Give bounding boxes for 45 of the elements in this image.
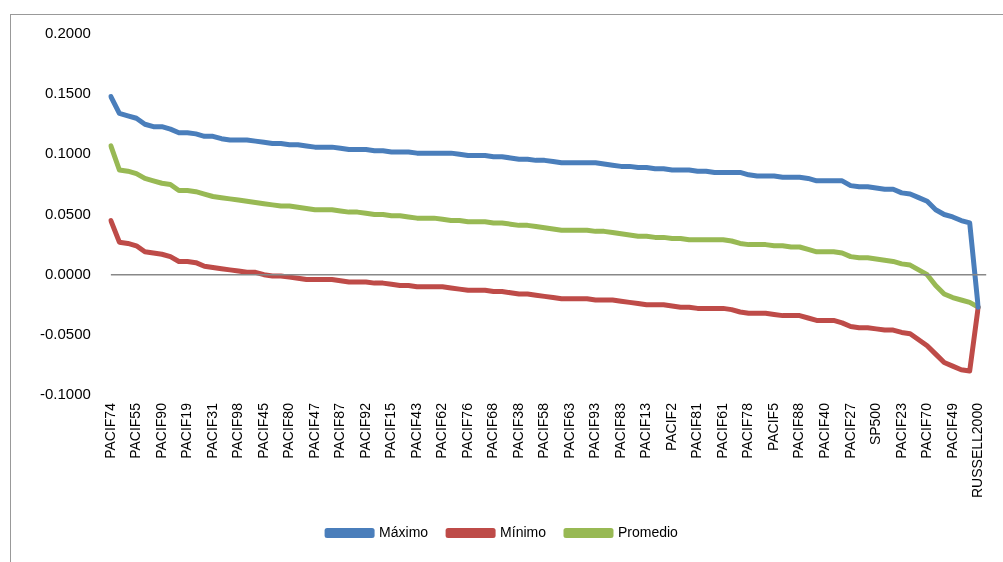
x-tick-label: PACIF63 <box>560 402 577 459</box>
x-tick-label: RUSSELL2000 <box>969 402 986 498</box>
x-tick-label: PACIF88 <box>790 402 807 459</box>
x-tick-label: PACIF93 <box>586 402 603 459</box>
x-tick-label: PACIF74 <box>101 402 118 459</box>
x-tick-label: PACIF78 <box>739 402 756 459</box>
x-tick-label: PACIF23 <box>892 402 909 459</box>
x-tick-label: PACIF45 <box>254 402 271 459</box>
x-tick-label: PACIF43 <box>407 402 424 459</box>
legend-label: Promedio <box>617 523 679 540</box>
x-tick-label: PACIF87 <box>331 402 348 459</box>
x-tick-label: PACIF5 <box>764 402 781 452</box>
x-tick-label: PACIF92 <box>356 402 373 459</box>
legend-label: Máximo <box>379 523 429 540</box>
x-tick-label: PACIF80 <box>280 402 297 459</box>
x-tick-label: PACIF40 <box>816 402 832 459</box>
x-tick-label: PACIF68 <box>484 402 501 459</box>
x-tick-label: PACIF47 <box>305 402 322 459</box>
y-tick-label: 0.2000 <box>44 24 91 42</box>
x-tick-label: PACIF83 <box>611 402 628 459</box>
x-tick-label: PACIF27 <box>841 402 858 459</box>
legend-label: Mínimo <box>500 523 547 540</box>
y-tick-label: 0.1000 <box>44 144 91 162</box>
x-tick-label: PACIF58 <box>535 402 552 459</box>
x-tick-label: SP500 <box>867 402 884 446</box>
x-tick-label: PACIF62 <box>433 402 450 459</box>
x-tick-label: PACIF15 <box>382 402 399 459</box>
y-tick-label: 0.0500 <box>44 204 91 222</box>
x-tick-label: PACIF55 <box>127 402 144 459</box>
y-tick-label: -0.0500 <box>40 325 91 343</box>
x-tick-label: PACIF81 <box>688 402 705 459</box>
x-tick-label: PACIF98 <box>229 402 246 459</box>
y-tick-label: 0.0000 <box>44 264 91 282</box>
x-tick-label: PACIF76 <box>458 402 475 459</box>
x-tick-label: PACIF70 <box>918 402 935 459</box>
x-tick-label: PACIF13 <box>637 402 654 459</box>
y-tick-label: 0.1500 <box>44 84 91 102</box>
x-tick-label: PACIF38 <box>509 402 526 459</box>
x-tick-label: PACIF90 <box>152 402 169 459</box>
x-tick-label: PACIF61 <box>713 402 730 459</box>
x-tick-label: PACIF2 <box>662 402 679 452</box>
x-tick-label: PACIF19 <box>178 402 195 459</box>
x-tick-label: PACIF31 <box>203 402 220 459</box>
y-tick-label: -0.1000 <box>40 385 91 403</box>
x-tick-label: PACIF49 <box>943 402 960 459</box>
